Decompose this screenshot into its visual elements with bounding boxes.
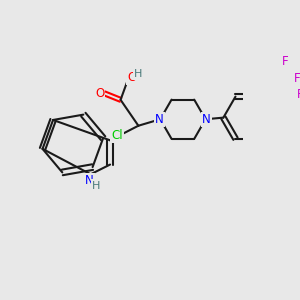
Text: N: N [155,113,164,126]
Text: N: N [202,113,211,126]
Text: F: F [297,88,300,101]
Text: O: O [127,71,136,84]
Text: H: H [134,69,142,79]
Text: Cl: Cl [111,129,123,142]
Text: O: O [95,87,104,100]
Text: H: H [92,181,100,190]
Text: F: F [294,72,300,85]
Text: F: F [282,55,289,68]
Text: N: N [85,174,93,187]
